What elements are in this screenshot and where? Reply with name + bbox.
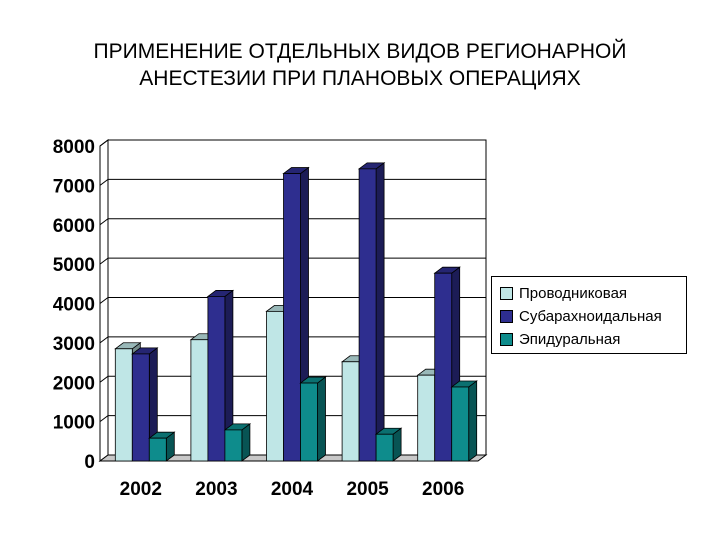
chart-title-line-1: ПРИМЕНЕНИЕ ОТДЕЛЬНЫХ ВИДОВ РЕГИОНАРНОЙ — [93, 40, 627, 63]
y-tick-label: 6000 — [53, 216, 95, 237]
legend-label: Эпидуральная — [519, 331, 621, 348]
y-tick-label: 5000 — [53, 255, 95, 276]
y-tick-label: 4000 — [53, 295, 95, 316]
bar-side — [468, 380, 478, 462]
bar-front — [283, 173, 301, 462]
legend-item: Эпидуральная — [500, 328, 686, 351]
legend-item: Проводниковая — [500, 282, 686, 305]
bar — [206, 289, 235, 462]
bar-front — [375, 433, 394, 462]
legend-swatch — [500, 287, 513, 300]
bar — [374, 427, 403, 462]
legend-swatch — [500, 310, 513, 323]
y-tick-label: 7000 — [53, 176, 95, 197]
bar-front — [341, 361, 360, 462]
y-tick-label: 2000 — [53, 373, 95, 394]
chart-legend: Проводниковая Субарахноидальная Эпидуральн… — [491, 276, 687, 354]
y-tick-label: 3000 — [53, 334, 95, 355]
y-tick-label: 0 — [84, 452, 95, 473]
bar — [148, 431, 176, 462]
bar-side — [317, 376, 326, 462]
bar-front — [114, 348, 133, 462]
bar-front — [451, 386, 470, 462]
chart-title-line-2: АНЕСТЕЗИИ ПРИ ПЛАНОВЫХ ОПЕРАЦИЯХ — [139, 67, 581, 90]
bar — [223, 423, 252, 462]
bar-side — [375, 162, 385, 462]
bar-front — [131, 353, 150, 462]
x-tick-label: 2004 — [271, 479, 314, 500]
legend-item: Субарахноидальная — [500, 305, 686, 328]
bar-front — [434, 272, 453, 462]
y-tick-label: 8000 — [53, 137, 95, 158]
gridline — [99, 139, 486, 147]
bar — [131, 347, 159, 462]
x-tick-label: 2006 — [422, 479, 464, 500]
bar-front — [358, 168, 377, 462]
bar — [357, 162, 386, 462]
bar-front — [417, 374, 436, 462]
legend-label: Субарахноидальная — [519, 308, 662, 325]
bar — [299, 376, 327, 462]
chart-title: ПРИМЕНЕНИЕ ОТДЕЛЬНЫХ ВИДОВ РЕГИОНАРНОЙ А… — [20, 38, 700, 92]
legend-swatch — [500, 333, 513, 346]
x-tick-label: 2002 — [120, 479, 162, 500]
bar-front — [190, 339, 209, 462]
bar-front — [207, 296, 226, 462]
bar-front — [224, 429, 243, 462]
x-tick-label: 2003 — [195, 479, 237, 500]
bar-front — [148, 437, 167, 462]
legend-label: Проводниковая — [519, 285, 628, 302]
bar-front — [266, 310, 284, 462]
x-tick-label: 2005 — [346, 479, 389, 500]
bar — [450, 380, 478, 462]
bar-front — [300, 382, 318, 462]
y-tick-label: 1000 — [53, 413, 95, 434]
